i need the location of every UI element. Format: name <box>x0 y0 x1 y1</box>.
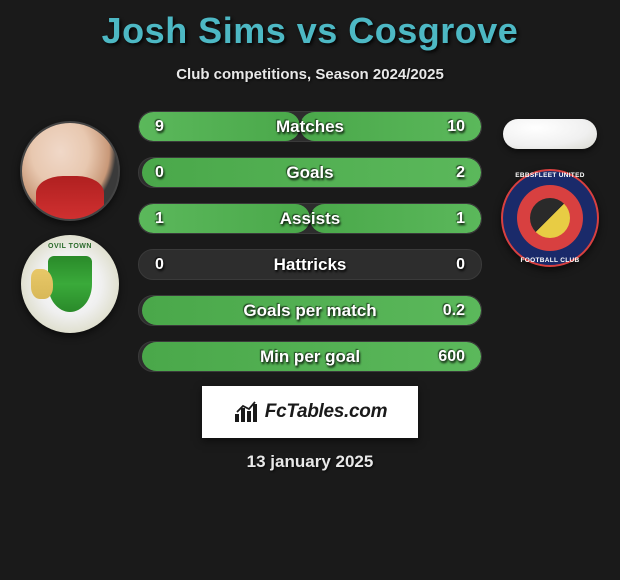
right-club-badge: EBBSFLEET UNITED FOOTBALL CLUB <box>501 169 599 267</box>
right-club-text-top: EBBSFLEET UNITED <box>515 172 584 179</box>
stat-row: 0Hattricks0 <box>138 249 482 280</box>
stat-label: Goals per match <box>139 301 481 321</box>
stat-value-right: 10 <box>447 118 465 136</box>
brand-text: FcTables.com <box>265 401 387 423</box>
stat-row: 0Goals2 <box>138 157 482 188</box>
brand-badge: FcTables.com <box>202 386 418 438</box>
right-player-column: EBBSFLEET UNITED FOOTBALL CLUB <box>490 111 610 267</box>
page-title: Josh Sims vs Cosgrove <box>10 10 610 52</box>
left-club-text: OVIL TOWN <box>48 243 92 250</box>
stat-row: 1Assists1 <box>138 203 482 234</box>
stat-label: Hattricks <box>139 255 481 275</box>
stat-label: Assists <box>139 209 481 229</box>
footer-date: 13 january 2025 <box>10 452 610 472</box>
stat-value-right: 0 <box>456 256 465 274</box>
brand-chart-icon <box>233 400 259 424</box>
stat-row: Goals per match0.2 <box>138 295 482 326</box>
right-player-portrait <box>503 119 597 149</box>
stat-label: Goals <box>139 163 481 183</box>
stat-row: Min per goal600 <box>138 341 482 372</box>
stat-label: Min per goal <box>139 347 481 367</box>
main-area: OVIL TOWN 9Matches100Goals21Assists10Hat… <box>10 111 610 372</box>
page-subtitle: Club competitions, Season 2024/2025 <box>10 66 610 83</box>
stat-row: 9Matches10 <box>138 111 482 142</box>
stat-value-right: 0.2 <box>443 302 465 320</box>
stat-label: Matches <box>139 117 481 137</box>
left-player-portrait <box>20 121 120 221</box>
stat-value-right: 1 <box>456 210 465 228</box>
left-club-badge: OVIL TOWN <box>21 235 119 333</box>
stats-column: 9Matches100Goals21Assists10Hattricks0Goa… <box>130 111 490 372</box>
stat-value-right: 600 <box>438 348 465 366</box>
stat-value-right: 2 <box>456 164 465 182</box>
comparison-card: Josh Sims vs Cosgrove Club competitions,… <box>0 0 620 580</box>
right-club-text-bot: FOOTBALL CLUB <box>520 257 579 264</box>
left-player-column: OVIL TOWN <box>10 111 130 333</box>
